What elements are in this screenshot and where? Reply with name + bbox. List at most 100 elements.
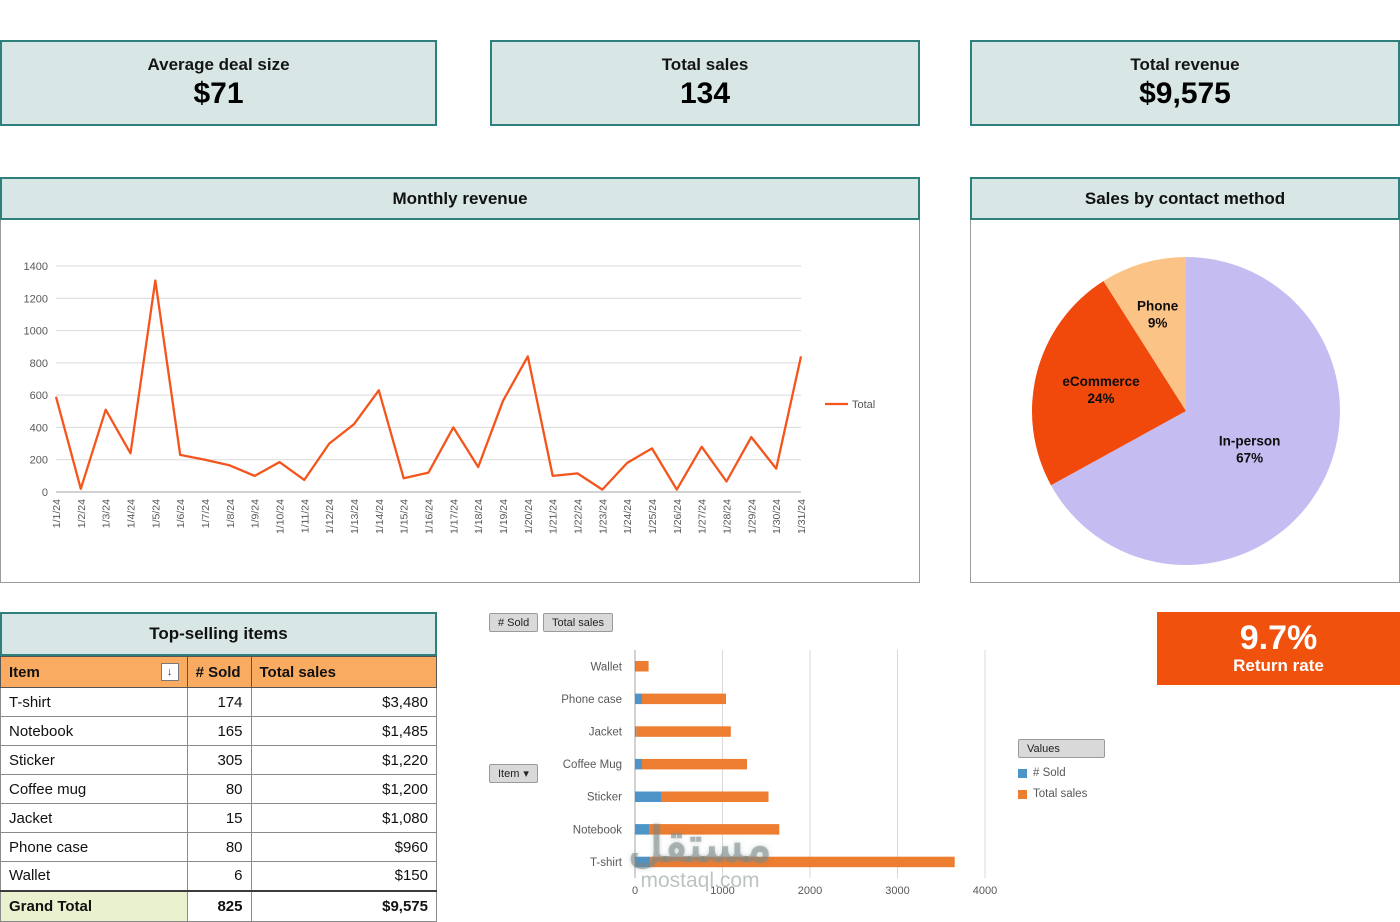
svg-text:1/13/24: 1/13/24 bbox=[349, 499, 361, 534]
bar-total-sales-t-shirt[interactable] bbox=[650, 856, 955, 868]
cell-item[interactable]: Coffee mug bbox=[0, 774, 188, 804]
svg-text:Jacket: Jacket bbox=[589, 727, 623, 739]
svg-text:1/11/24: 1/11/24 bbox=[299, 499, 311, 533]
cell-item[interactable]: Sticker bbox=[0, 745, 188, 775]
pivot-legend-button-values[interactable]: Values bbox=[1018, 739, 1105, 758]
col-header-item[interactable]: Item ↓ bbox=[0, 656, 188, 688]
kpi-value: 134 bbox=[679, 77, 731, 110]
pie-header: Sales by contact method bbox=[970, 177, 1400, 220]
bar--sold-wallet[interactable] bbox=[635, 661, 636, 672]
bar--sold-phone-case[interactable] bbox=[635, 693, 642, 705]
cell-sold[interactable]: 80 bbox=[186, 774, 252, 804]
legend-entry-total-sales: Total sales bbox=[1018, 788, 1128, 800]
bar--sold-coffee-mug[interactable] bbox=[635, 758, 642, 770]
cell-sold[interactable]: 80 bbox=[186, 832, 252, 862]
bar-total-sales-phone-case[interactable] bbox=[642, 693, 726, 705]
col-item-label: Item bbox=[9, 663, 40, 681]
cell-sales[interactable]: $1,220 bbox=[250, 745, 437, 775]
svg-text:4000: 4000 bbox=[973, 885, 997, 897]
col-header-total-sales[interactable]: Total sales bbox=[250, 656, 437, 688]
cell-item[interactable]: Notebook bbox=[0, 716, 188, 746]
pie-slice-phone[interactable] bbox=[1103, 257, 1187, 411]
cell-item[interactable]: T-shirt bbox=[0, 687, 188, 717]
bar-total-sales-wallet[interactable] bbox=[635, 661, 649, 672]
monthly-revenue-panel: 0 200 400 600 800 1000 1200 1400 1/1/24 1/2/24 1/3… bbox=[0, 220, 920, 583]
cell-sales[interactable]: $1,485 bbox=[250, 716, 437, 746]
cell-sales[interactable]: $1,200 bbox=[250, 774, 437, 804]
svg-text:1/23/24: 1/23/24 bbox=[597, 499, 609, 534]
bar--sold-jacket[interactable] bbox=[635, 726, 637, 737]
svg-text:1/20/24: 1/20/24 bbox=[523, 499, 535, 534]
table-row: Coffee mug 80 $1,200 bbox=[0, 774, 437, 804]
revenue-line[interactable] bbox=[54, 279, 803, 491]
pivot-field-button-total-sales[interactable]: Total sales bbox=[543, 613, 613, 632]
svg-text:3000: 3000 bbox=[885, 885, 909, 897]
pie-slice-in-person[interactable] bbox=[1051, 257, 1340, 565]
monthly-revenue-chart[interactable]: 0 200 400 600 800 1000 1200 1400 1/1/24 1/2/24 1/3… bbox=[1, 220, 919, 586]
return-rate-value: 9.7% bbox=[1239, 618, 1318, 657]
svg-text:2000: 2000 bbox=[798, 885, 822, 897]
grand-total-row: Grand Total 825 $9,575 bbox=[0, 889, 437, 922]
bar-total-sales-sticker[interactable] bbox=[661, 791, 769, 803]
svg-text:1/1/24: 1/1/24 bbox=[51, 499, 63, 528]
cell-sales[interactable]: $1,080 bbox=[250, 803, 437, 833]
kpi-value: $71 bbox=[193, 77, 244, 110]
sales-by-contact-method-chart[interactable]: In-person 67% eCommerce 24% Phone 9% bbox=[971, 220, 1399, 586]
cell-sales[interactable]: $960 bbox=[250, 832, 437, 862]
svg-text:1/29/24: 1/29/24 bbox=[746, 499, 758, 534]
kpi-value: $9,575 bbox=[1139, 77, 1231, 110]
svg-text:1/6/24: 1/6/24 bbox=[175, 499, 187, 528]
cell-sold[interactable]: 174 bbox=[186, 687, 252, 717]
svg-text:1/12/24: 1/12/24 bbox=[324, 499, 336, 534]
return-rate-label: Return rate bbox=[1233, 656, 1324, 676]
kpi-total-revenue: Total revenue $9,575 bbox=[970, 40, 1400, 126]
cell-sold[interactable]: 15 bbox=[186, 803, 252, 833]
pie-slice-ecommerce[interactable] bbox=[1031, 281, 1186, 486]
svg-text:1/30/24: 1/30/24 bbox=[771, 499, 783, 534]
kpi-label: Average deal size bbox=[147, 55, 290, 74]
svg-text:1/26/24: 1/26/24 bbox=[672, 499, 684, 534]
svg-text:T-shirt: T-shirt bbox=[590, 857, 623, 869]
svg-text:1/10/24: 1/10/24 bbox=[275, 499, 287, 534]
svg-text:0: 0 bbox=[632, 885, 638, 897]
grand-total-sales[interactable]: $9,575 bbox=[250, 889, 437, 922]
svg-text:1/16/24: 1/16/24 bbox=[424, 499, 436, 534]
svg-text:1/28/24: 1/28/24 bbox=[722, 499, 734, 534]
svg-text:1400: 1400 bbox=[24, 261, 48, 273]
svg-text:67%: 67% bbox=[1236, 451, 1263, 466]
svg-text:1000: 1000 bbox=[710, 885, 734, 897]
bar--sold-sticker[interactable] bbox=[635, 791, 662, 803]
cell-item[interactable]: Wallet bbox=[0, 861, 188, 891]
cell-sold[interactable]: 165 bbox=[186, 716, 252, 746]
cell-item[interactable]: Jacket bbox=[0, 803, 188, 833]
legend-label: # Sold bbox=[1033, 767, 1066, 779]
pivot-field-button-sold[interactable]: # Sold bbox=[489, 613, 539, 632]
cell-sales[interactable]: $150 bbox=[250, 861, 437, 891]
kpi-total-sales: Total sales 134 bbox=[490, 40, 920, 126]
grand-total-sold[interactable]: 825 bbox=[186, 889, 252, 922]
svg-text:1/3/24: 1/3/24 bbox=[101, 499, 113, 528]
cell-sold[interactable]: 6 bbox=[186, 861, 252, 891]
svg-text:9%: 9% bbox=[1148, 315, 1168, 330]
sort-filter-icon[interactable]: ↓ bbox=[160, 663, 179, 681]
bar-total-sales-coffee-mug[interactable] bbox=[642, 758, 747, 770]
svg-text:Wallet: Wallet bbox=[590, 661, 622, 673]
monthly-revenue-header: Monthly revenue bbox=[0, 177, 920, 220]
cell-sales[interactable]: $3,480 bbox=[250, 687, 437, 717]
table-row: Jacket 15 $1,080 bbox=[0, 803, 437, 833]
col-header-sold[interactable]: # Sold bbox=[186, 656, 252, 688]
bar--sold-notebook[interactable] bbox=[635, 824, 650, 835]
bar--sold-t-shirt[interactable] bbox=[635, 856, 651, 868]
pie-title: Sales by contact method bbox=[1084, 188, 1286, 208]
cell-sold[interactable]: 305 bbox=[186, 745, 252, 775]
pie-panel: In-person 67% eCommerce 24% Phone 9% bbox=[970, 220, 1400, 583]
legend-entry-sold: # Sold bbox=[1018, 767, 1128, 779]
bar-total-sales-notebook[interactable] bbox=[649, 824, 780, 835]
items-bar-chart[interactable]: 0 1000 2000 3000 4000 Wallet Phone case Jacket C… bbox=[460, 612, 1010, 912]
svg-text:1/7/24: 1/7/24 bbox=[200, 499, 212, 528]
pivot-axis-button-item[interactable]: Item ▾ bbox=[489, 764, 538, 783]
cell-item[interactable]: Phone case bbox=[0, 832, 188, 862]
grand-total-label[interactable]: Grand Total bbox=[0, 889, 188, 922]
bar-total-sales-jacket[interactable] bbox=[636, 726, 731, 737]
legend-label: Total sales bbox=[1033, 788, 1088, 800]
